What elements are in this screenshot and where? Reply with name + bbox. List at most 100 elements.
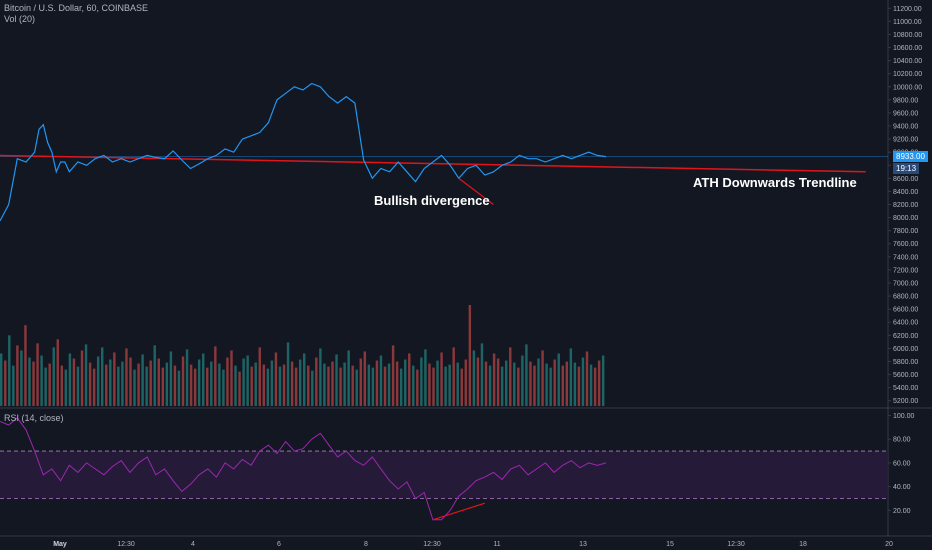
volume-bar [88,362,92,406]
volume-bar [72,358,76,406]
volume-bar [395,361,399,406]
volume-bar [238,371,241,406]
volume-bar [355,369,358,406]
volume-bar [553,359,556,406]
volume-bar [56,339,59,406]
volume-bar [101,347,104,406]
volume-bar [12,365,15,406]
volume-bar [214,346,217,406]
volume-bar [347,350,350,406]
volume-bar [68,353,72,406]
volume-bar [222,369,225,406]
price-tick-label: 7200.00 [893,267,918,274]
price-tick-label: 10600.00 [893,45,922,52]
volume-bar [286,342,290,406]
volume-bar [307,365,310,406]
volume-bar [601,355,605,406]
volume-bar [52,347,55,406]
rsi-band [0,451,888,499]
volume-bar [577,366,581,406]
volume-bar [476,357,480,406]
volume-bar [331,361,334,406]
rsi-divergence-line [432,502,485,521]
price-tick-label: 11000.00 [893,19,922,26]
volume-bar [141,354,144,406]
volume-bar [517,367,520,406]
volume-bar [36,343,39,406]
volume-bar [8,335,11,406]
volume-bar [420,357,423,406]
time-tick-label: 15 [666,541,674,548]
volume-bar [32,361,35,406]
volume-bar [254,362,257,406]
volume-bar [206,367,209,406]
countdown-badge: 19:13 [893,163,920,174]
volume-bar [367,364,371,406]
volume-bar [480,343,484,406]
price-tick-label: 8200.00 [893,202,918,209]
rsi-tick-label: 60.00 [893,460,911,467]
volume-bar [569,348,573,406]
volume-bar [311,370,314,406]
volume-bar [327,366,330,406]
volume-bar [488,365,492,406]
volume-bar [28,357,31,406]
volume-bar [197,359,201,406]
time-tick-label: 11 [493,541,500,548]
price-tick-label: 7600.00 [893,241,918,248]
volume-bar [44,367,47,406]
volume-bar [383,366,387,406]
volume-bar [541,350,544,406]
volume-bar [589,364,593,406]
time-tick-label: 4 [191,541,195,548]
volume-bar [525,344,528,406]
price-tick-label: 10200.00 [893,71,922,78]
volume-bar [339,367,342,406]
volume-bar [545,363,548,406]
price-tick-label: 6400.00 [893,320,918,327]
volume-bar [549,367,552,406]
time-tick-label: 12:30 [727,541,745,548]
volume-bar [484,361,488,406]
volume-bar [387,363,391,406]
volume-bar [76,366,80,406]
volume-bar [472,350,476,406]
volume-bar [4,360,7,406]
price-tick-label: 7000.00 [893,280,918,287]
volume-bar [202,353,205,406]
time-tick-label: 18 [799,541,807,548]
volume-bar [496,358,500,406]
volume-bar [185,349,189,406]
volume-bar [121,361,124,406]
price-tick-label: 6800.00 [893,294,918,301]
volume-bar [270,360,274,406]
volume-bar [169,351,173,406]
volume-bar [561,365,564,406]
volume-bar [371,367,375,406]
price-tick-label: 6200.00 [893,333,918,340]
volume-bar [294,367,298,406]
volume-bar [84,344,88,406]
volume-bar [492,353,496,406]
volume-bar [290,361,294,406]
time-tick-label: May [53,541,67,548]
volume-bar [20,350,23,406]
price-badge: 8933.00 [893,151,928,162]
time-tick-label: 12:30 [423,541,441,548]
volume-bar [513,362,516,406]
symbol-title: Bitcoin / U.S. Dollar, 60, COINBASE [4,3,149,13]
volume-bar [521,355,524,406]
volume-bar [452,347,455,406]
volume-bar [428,363,431,406]
volume-bar [278,366,282,406]
volume-bar [533,365,536,406]
volume-bar [363,351,367,406]
volume-bar [226,357,229,406]
price-tick-label: 10400.00 [893,58,922,65]
time-tick-label: 13 [579,541,587,548]
volume-bar [258,347,261,406]
volume-bar [266,368,270,406]
volume-bar [262,364,266,406]
volume-bar [432,367,435,406]
volume-bar [416,369,419,406]
